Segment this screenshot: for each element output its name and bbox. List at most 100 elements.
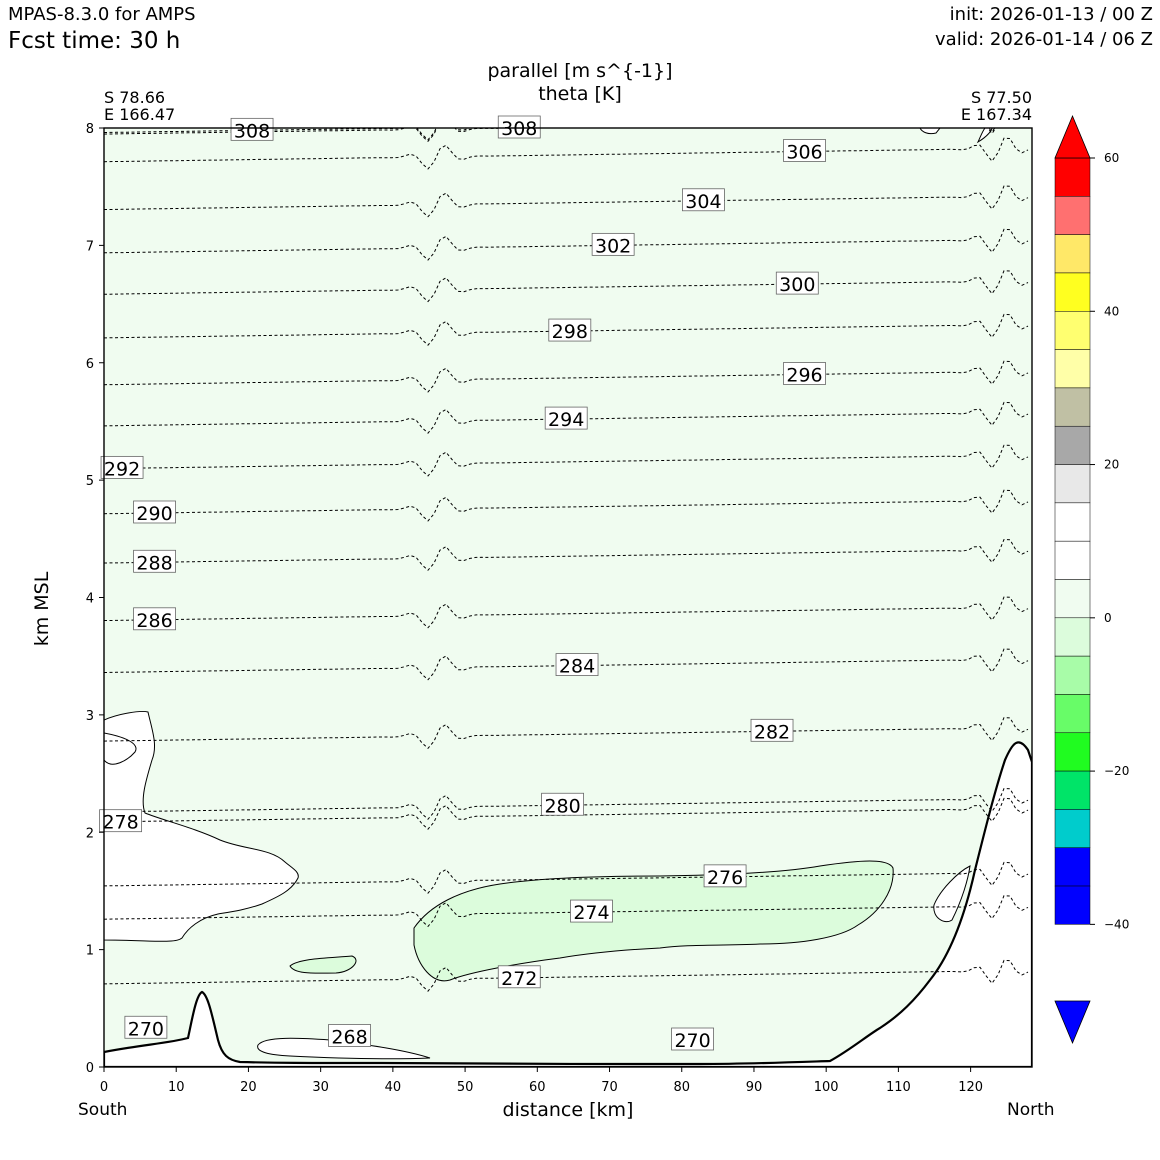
colorbar-segment [1054, 885, 1091, 925]
theta-label-box [133, 549, 176, 573]
y-tick-label: 6 [86, 357, 94, 372]
theta-label-box [591, 232, 635, 256]
theta-contour-line [104, 717, 1029, 750]
theta-label: 294 [548, 409, 584, 431]
colorbar-segment [1054, 196, 1091, 235]
positive-wind-region-lowleft [257, 1037, 431, 1060]
x-tick-label: 50 [457, 1080, 474, 1095]
theta-label-box [544, 406, 588, 430]
theta-label-box [124, 1015, 168, 1039]
terrain [104, 741, 1032, 1067]
theta-contour-line [104, 228, 1029, 261]
theta-contour-line [104, 270, 1029, 303]
theta-label: 308 [234, 120, 270, 142]
theta-contour-line [104, 959, 1029, 992]
theta-label: 278 [102, 812, 138, 834]
init-time: init: 2026-01-13 / 00 Z [949, 4, 1153, 25]
theta-label: 296 [786, 364, 822, 386]
colorbar-segment [1054, 694, 1091, 734]
colorbar-segment [1054, 847, 1091, 887]
theta-label: 286 [136, 610, 172, 632]
theta-label-box [671, 1027, 714, 1051]
colorbar-segment [1054, 809, 1091, 848]
colorbar-segment [1054, 617, 1091, 657]
x-tick-label: 40 [385, 1080, 402, 1095]
south-end-label: South [78, 1100, 128, 1120]
theta-label: 290 [136, 503, 172, 525]
theta-label: 288 [136, 552, 172, 574]
theta-contour-line [104, 489, 1029, 522]
chart-title: parallel [m s^{-1}] [487, 60, 673, 82]
theta-label: 292 [104, 458, 140, 480]
theta-label-box [548, 318, 592, 342]
y-tick-label: 0 [86, 1061, 94, 1076]
theta-contour-line [104, 596, 1029, 629]
x-tick-label: 20 [240, 1080, 257, 1095]
colorbar-segment [1054, 387, 1091, 427]
colorbar-segment [1054, 157, 1091, 197]
y-tick-label: 2 [86, 826, 94, 841]
x-axis-label: distance [km] [502, 1099, 634, 1121]
theta-label-box [133, 607, 176, 631]
theta-label: 302 [595, 235, 631, 257]
colorbar-tick-label: 20 [1104, 458, 1119, 472]
colorbar-segment [1054, 579, 1091, 619]
x-tick-label: 80 [673, 1080, 690, 1095]
colorbar-extend-max [1054, 114, 1091, 159]
theta-label-box [570, 899, 613, 923]
colorbar-segment [1054, 502, 1091, 542]
theta-label: 274 [573, 902, 609, 924]
theta-label: 270 [128, 1018, 164, 1040]
north-end-label: North [1007, 1100, 1055, 1120]
theta-label-box [497, 965, 541, 989]
colorbar-segment [1054, 732, 1091, 772]
theta-label: 276 [707, 867, 743, 889]
left-endpoint-lat: S 78.66 [104, 88, 166, 107]
theta-label-box [541, 792, 584, 816]
colorbar-segment [1054, 655, 1091, 695]
y-tick-label: 8 [86, 122, 94, 137]
theta-contour-line [104, 787, 1029, 820]
x-tick-label: 120 [958, 1080, 983, 1095]
theta-contour-line [104, 444, 1029, 477]
theta-label-box [328, 1024, 371, 1047]
theta-label-box [100, 455, 144, 479]
theta-label-box [230, 117, 274, 141]
y-tick-label: 4 [86, 592, 94, 607]
colorbar-tick-label: 40 [1104, 304, 1119, 318]
theta-label: 282 [754, 721, 790, 743]
x-tick-label: 90 [746, 1080, 763, 1095]
colorbar-segment [1054, 770, 1091, 810]
theta-label-box [133, 500, 176, 524]
colorbar-extend-min [1054, 1000, 1091, 1045]
theta-label-box [497, 115, 541, 139]
positive-wind-region-right [933, 865, 971, 923]
y-axis-label: km MSL [31, 571, 53, 647]
theta-label: 270 [674, 1030, 710, 1052]
theta-label-box [555, 653, 599, 676]
theta-contour-line [104, 538, 1029, 571]
colorbar-tick-label: −20 [1104, 764, 1129, 778]
theta-label: 284 [559, 656, 595, 678]
theta-contour-labels: 268 270 270 272 274 276 278 280 282 284 286 288 290 2… [99, 115, 826, 1052]
theta-label: 280 [544, 795, 580, 817]
theta-contour-line [104, 137, 1029, 170]
colorbar-segment [1054, 540, 1091, 580]
valid-time: valid: 2026-01-14 / 06 Z [935, 29, 1153, 50]
x-axis: 0 10 20 30 40 50 60 70 80 90 100 110 120 [100, 1067, 983, 1095]
colorbar-segment [1054, 349, 1091, 389]
colorbar-segment [1054, 464, 1091, 504]
negative-wind-spot [289, 955, 357, 974]
right-endpoint-lon: E 167.34 [960, 105, 1032, 124]
model-title: MPAS-8.3.0 for AMPS [8, 4, 196, 25]
theta-label: 268 [331, 1026, 367, 1048]
right-endpoint-lat: S 77.50 [970, 88, 1032, 107]
x-tick-label: 0 [100, 1080, 108, 1095]
colorbar-segment [1054, 234, 1091, 274]
y-axis: 0 1 2 3 4 5 6 7 8 [86, 122, 104, 1076]
theta-label-box [750, 718, 794, 742]
x-tick-label: 70 [601, 1080, 618, 1095]
colorbar-tick-label: 60 [1104, 151, 1119, 165]
colorbar-segment [1054, 272, 1091, 312]
